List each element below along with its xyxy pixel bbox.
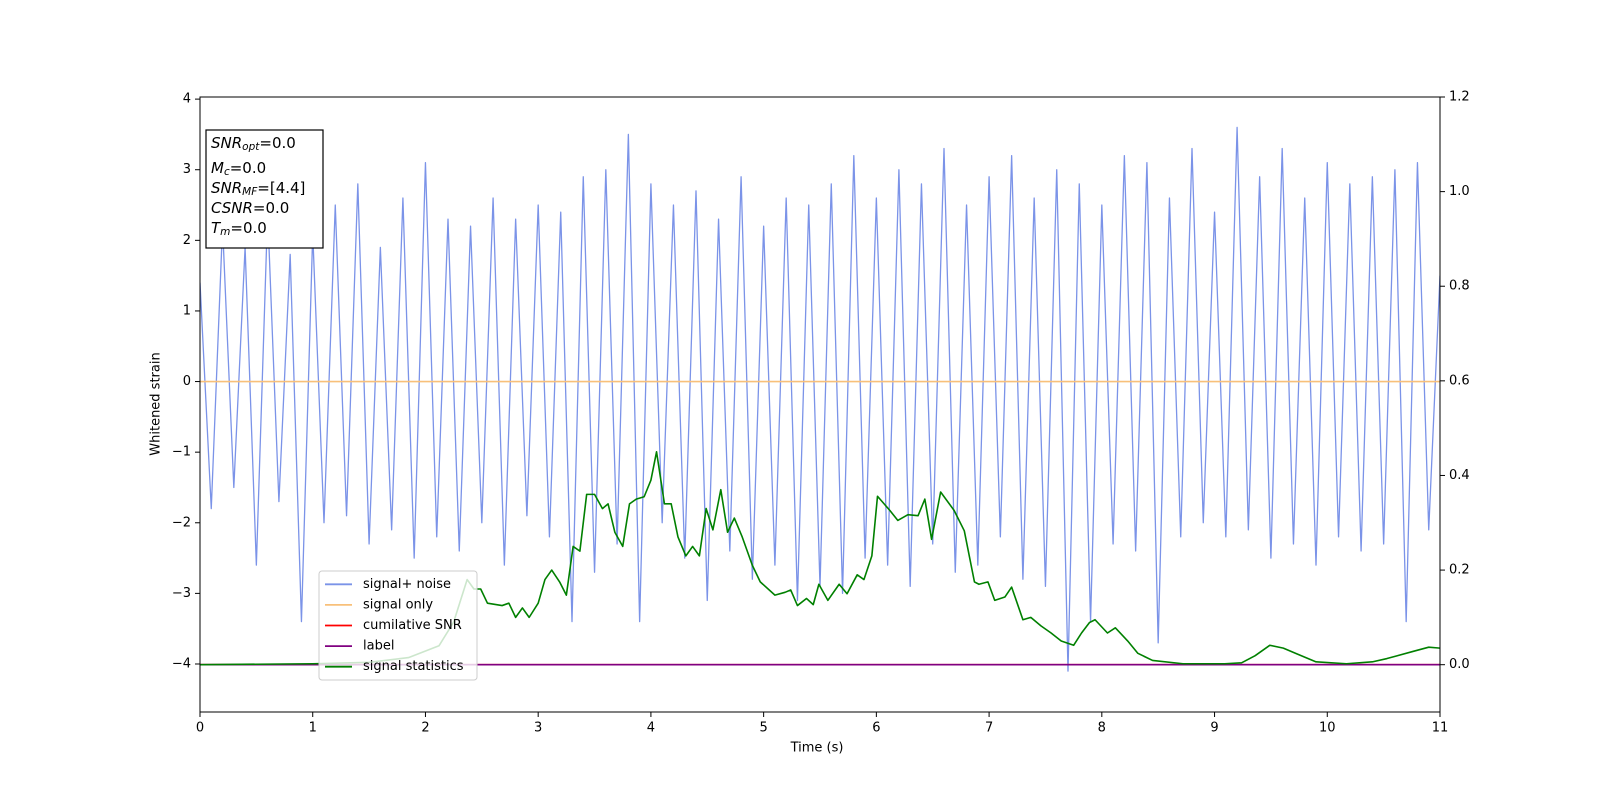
y2-tick-label: 0.2 [1449, 563, 1470, 578]
x-tick-label: 11 [1432, 721, 1449, 736]
legend: signal+ noise signal only cumilative SNR la… [318, 570, 478, 681]
annotation-value: =0.0 [259, 134, 295, 152]
y2-tick-label: 0.8 [1449, 279, 1470, 294]
y-tick-label: 1 [183, 303, 191, 318]
annotation-box: SNRopt=0.0Mc=0.0SNRMF=[4.4]CSNR=0.0Tm=0.… [205, 129, 324, 249]
y-tick-label: 4 [183, 92, 191, 107]
y-tick-label: 2 [183, 233, 191, 248]
x-tick-label: 2 [421, 721, 429, 736]
x-tick-label: 10 [1319, 721, 1336, 736]
x-tick-label: 9 [1210, 721, 1218, 736]
annotation-frame [205, 129, 324, 249]
x-tick-label: 5 [759, 721, 767, 736]
annotation-symbol: M [211, 159, 224, 177]
series-line [200, 451, 1440, 666]
annotation-subscript: m [220, 226, 230, 238]
y-tick-label: 0 [183, 374, 191, 389]
annotation-value: =[4.4] [257, 179, 305, 197]
annotation-symbol: SNR [211, 134, 242, 152]
annotation-symbol: T [211, 219, 222, 237]
x-tick-label: 1 [309, 721, 317, 736]
annotation-value: =0.0 [253, 199, 289, 217]
annotation-value: =0.0 [230, 159, 266, 177]
axes-frame [199, 96, 1441, 713]
legend-label: label [363, 639, 394, 654]
legend-frame [318, 570, 478, 681]
x-tick-label: 3 [534, 721, 542, 736]
legend-label: cumilative SNR [363, 618, 462, 633]
legend-label: signal only [363, 597, 433, 612]
annotation-line: SNRopt=0.0 [211, 134, 296, 154]
y-tick-label: −4 [172, 656, 191, 671]
x-tick-label: 7 [985, 721, 993, 736]
y-tick-label: 3 [183, 162, 191, 177]
x-tick-label: 6 [872, 721, 880, 736]
legend-label: signal statistics [363, 659, 464, 674]
annotation-subscript: opt [242, 141, 260, 153]
annotation-symbol: SNR [211, 179, 242, 197]
y-tick-label: −1 [172, 445, 191, 460]
y2-tick-label: 0.4 [1449, 468, 1470, 483]
annotation-subscript: c [224, 166, 230, 178]
annotation-value: =0.0 [230, 219, 266, 237]
y2-tick-label: 1.0 [1449, 184, 1470, 199]
x-tick-label: 0 [196, 721, 204, 736]
y-tick-label: −2 [172, 515, 191, 530]
x-tick-label: 8 [1098, 721, 1106, 736]
y-tick-label: −3 [172, 586, 191, 601]
annotation-line: Tm=0.0 [211, 219, 267, 239]
y2-tick-label: 0.0 [1449, 657, 1470, 672]
x-tick-label: 4 [647, 721, 655, 736]
annotation-symbol: CSNR [211, 199, 253, 217]
y2-tick-label: 1.2 [1449, 90, 1470, 105]
annotation-line: SNRMF=[4.4] [211, 179, 305, 199]
annotation-line: Mc=0.0 [211, 159, 266, 179]
y-axis-label: Whitened strain [149, 352, 164, 455]
annotation-subscript: MF [242, 186, 258, 198]
y2-tick-label: 0.6 [1449, 373, 1470, 388]
x-axis-label: Time (s) [790, 741, 844, 756]
legend-label: signal+ noise [363, 577, 451, 592]
annotation-line: CSNR=0.0 [211, 199, 289, 217]
